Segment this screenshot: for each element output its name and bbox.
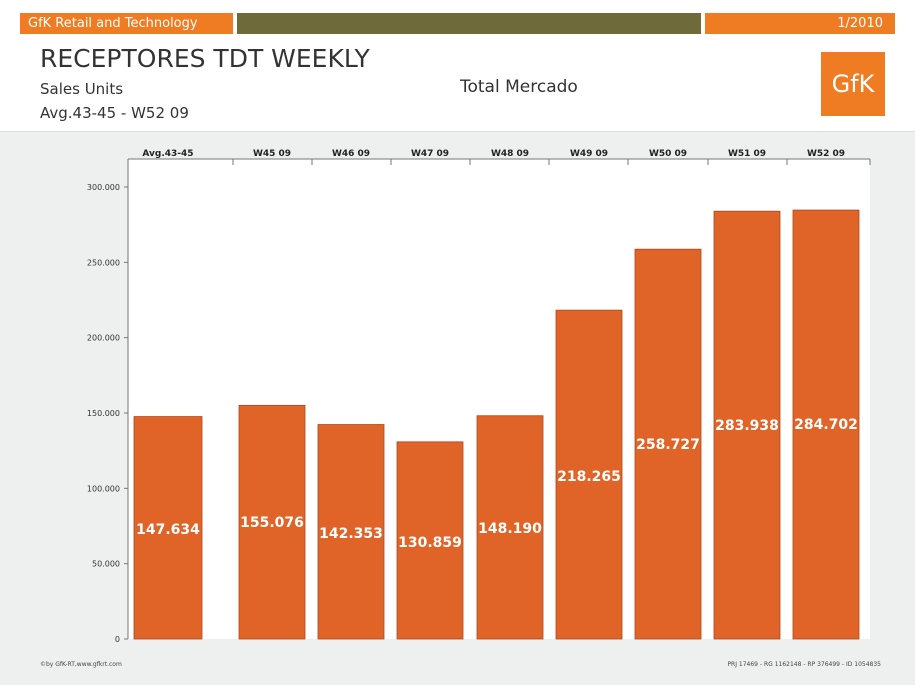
data-label: 258.727 (636, 437, 700, 453)
chart-panel: 0 50.000 100.000 150.000 200.000 250.000 300.0… (0, 132, 915, 685)
x-tick-label: W47 09 (411, 149, 449, 159)
date-label: 1/2010 (837, 16, 883, 31)
copyright-note: ©by GfK-RT,www.gfkrt.com (40, 661, 122, 668)
bar (713, 210, 781, 640)
data-label: 148.190 (478, 521, 542, 537)
bar (317, 424, 385, 640)
x-tick-label: Avg.43-45 (142, 149, 193, 159)
data-label: 147.634 (136, 522, 200, 538)
x-tick-label: W52 09 (807, 149, 845, 159)
x-tick-label: W51 09 (728, 149, 766, 159)
x-tick-label: W50 09 (649, 149, 687, 159)
header-rule (0, 131, 915, 132)
bar (396, 441, 464, 640)
data-label: 283.938 (715, 418, 779, 434)
logo-text: GfK (831, 70, 875, 98)
data-label: 142.353 (319, 526, 383, 542)
y-tick-label: 50.000 (92, 560, 120, 569)
y-tick-label: 100.000 (87, 484, 120, 493)
x-tick-label: W48 09 (491, 149, 529, 159)
brand-strip: GfK Retail and Technology (20, 13, 233, 34)
y-tick-label: 0 (115, 635, 120, 644)
market-label: Total Mercado (460, 77, 578, 97)
page-title: RECEPTORES TDT WEEKLY (40, 44, 370, 73)
y-tick-label: 300.000 (87, 183, 120, 192)
bar (476, 415, 544, 640)
bar (792, 209, 860, 640)
data-label: 284.702 (794, 417, 858, 433)
data-label: 130.859 (398, 535, 462, 551)
y-tick-label: 200.000 (87, 334, 120, 343)
x-tick-label: W49 09 (570, 149, 608, 159)
period-label: Avg.43-45 - W52 09 (40, 104, 189, 122)
x-tick-label: W45 09 (253, 149, 291, 159)
data-label: 155.076 (240, 515, 304, 531)
bar (133, 416, 203, 640)
data-label: 218.265 (557, 469, 621, 485)
bar (634, 248, 702, 640)
gfk-logo: GfK (821, 52, 885, 116)
y-tick-label: 250.000 (87, 258, 120, 267)
project-id-note: PRJ 17469 - RG 1162148 - RP 376499 - ID … (727, 661, 881, 668)
x-tick-label: W46 09 (332, 149, 370, 159)
header-divider-strip (237, 13, 701, 34)
y-tick-label: 150.000 (87, 409, 120, 418)
measure-label: Sales Units (40, 80, 124, 98)
date-strip: 1/2010 (705, 13, 895, 34)
brand-label: GfK Retail and Technology (28, 16, 198, 31)
bar (555, 309, 623, 640)
bar-chart: 0 50.000 100.000 150.000 200.000 250.000 300.0… (87, 149, 871, 644)
bar (238, 404, 306, 640)
